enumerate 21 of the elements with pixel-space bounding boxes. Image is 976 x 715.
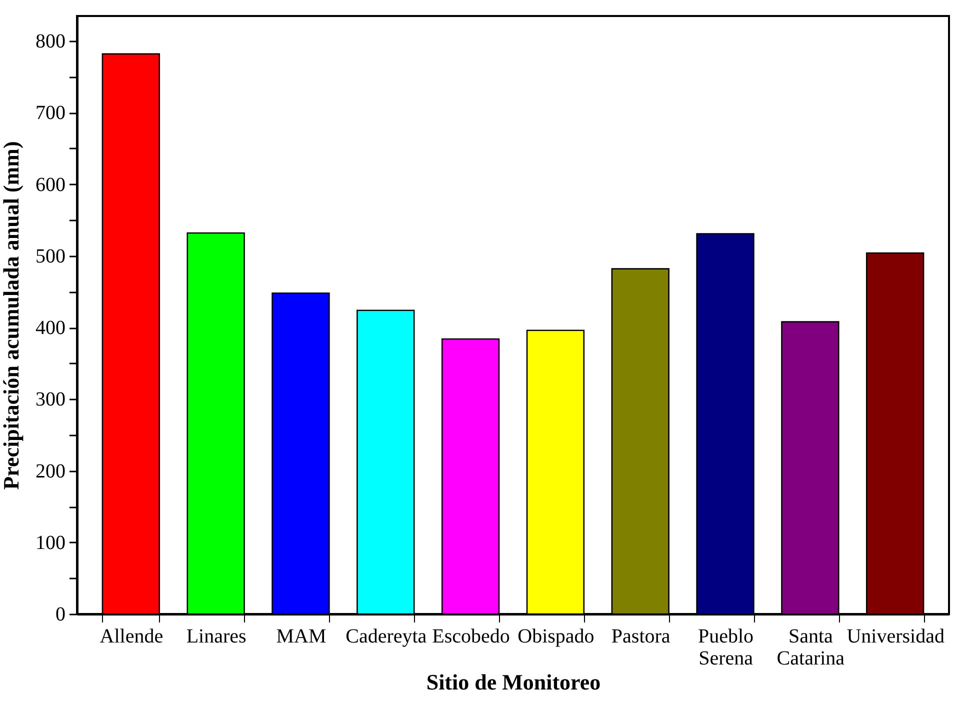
y-tick-label: 600 xyxy=(36,174,66,196)
y-tick-label: 100 xyxy=(36,532,66,554)
y-tick-label: 200 xyxy=(36,460,66,482)
x-tick-label: MAM xyxy=(276,626,326,648)
x-tick-label: Obispado xyxy=(518,626,594,648)
x-tick-label: Santa Catarina xyxy=(776,626,845,670)
y-tick-label: 300 xyxy=(36,388,66,411)
x-tick-label: Linares xyxy=(186,626,247,648)
x-tick-label: Escobedo xyxy=(432,626,510,648)
y-tick-label: 700 xyxy=(36,102,66,124)
x-axis-title: Sitio de Monitoreo xyxy=(426,670,601,694)
y-axis-title: Precipitación acumulada anual (mm) xyxy=(0,141,24,490)
y-tick-label: 400 xyxy=(36,317,66,340)
x-tick-label: Pastora xyxy=(611,626,670,648)
x-tick-label: Allende xyxy=(100,626,164,648)
y-tick-label: 800 xyxy=(36,30,66,53)
y-tick-label: 0 xyxy=(56,604,66,626)
x-tick-label: Pueblo Serena xyxy=(698,626,754,670)
y-tick-label: 500 xyxy=(36,245,66,268)
x-tick-label: Cadereyta xyxy=(346,626,427,648)
x-tick-label: Universidad xyxy=(846,626,944,648)
